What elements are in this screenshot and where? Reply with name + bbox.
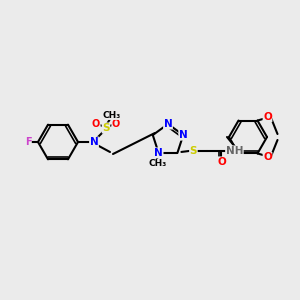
Text: CH₃: CH₃	[103, 110, 121, 119]
Text: O: O	[92, 119, 100, 129]
Text: N: N	[90, 137, 98, 147]
Text: F: F	[25, 137, 31, 147]
Text: S: S	[102, 123, 110, 133]
Text: O: O	[112, 119, 120, 129]
Text: O: O	[263, 152, 272, 163]
Text: CH₃: CH₃	[148, 159, 167, 168]
Text: N: N	[164, 119, 172, 129]
Text: O: O	[263, 112, 272, 122]
Text: S: S	[190, 146, 197, 156]
Text: N: N	[154, 148, 163, 158]
Text: NH: NH	[226, 146, 243, 156]
Text: N: N	[179, 130, 188, 140]
Text: O: O	[217, 157, 226, 167]
